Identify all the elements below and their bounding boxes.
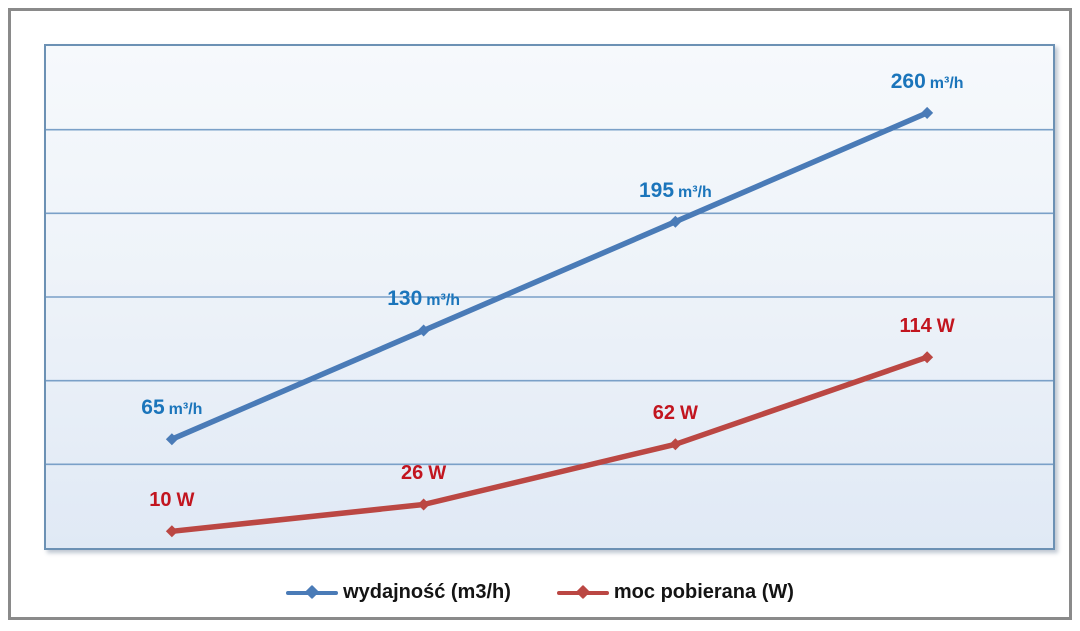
data-label: 26 W	[401, 462, 447, 485]
data-point-marker-icon	[669, 215, 682, 228]
data-label: 65 m³/h	[141, 396, 203, 420]
legend-item-wydajnosc: wydajność (m3/h)	[286, 581, 511, 604]
data-point-marker-icon	[417, 498, 430, 511]
data-point-marker-icon	[921, 351, 934, 364]
legend: wydajność (m3/h) moc pobierana (W)	[11, 581, 1069, 604]
data-label: 114 W	[899, 315, 955, 338]
data-point-marker-icon	[165, 525, 178, 538]
data-label: 130 m³/h	[387, 287, 461, 311]
data-label: 260 m³/h	[890, 69, 964, 93]
legend-label-wydajnosc: wydajność (m3/h)	[343, 581, 511, 603]
series-line-1	[169, 354, 930, 535]
series-line-0	[169, 110, 930, 442]
data-point-marker-icon	[669, 438, 682, 451]
legend-line-diamond-icon-red	[556, 584, 609, 600]
data-label: 10 W	[149, 489, 195, 512]
data-label: 195 m³/h	[638, 178, 712, 202]
legend-line-diamond-icon-blue	[286, 584, 339, 600]
data-label: 62 W	[652, 402, 698, 425]
legend-label-moc-pobierana: moc pobierana (W)	[613, 581, 794, 603]
chart-outer-frame: 65 m³/h 130 m³/h 195 m³/h 260 m³/h 10 W 26 W 62 W 114 W…	[8, 8, 1072, 620]
legend-item-moc-pobierana: moc pobierana (W)	[556, 581, 794, 604]
data-point-marker-icon	[921, 106, 934, 119]
plot-area: 65 m³/h 130 m³/h 195 m³/h 260 m³/h 10 W 26 W 62 W 114 W	[44, 44, 1055, 550]
plot-canvas	[46, 106, 1053, 538]
